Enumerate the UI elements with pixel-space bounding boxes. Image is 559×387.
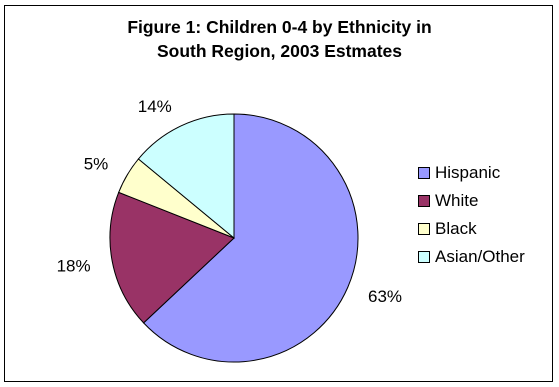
pie-labels: 63% 18% 5% 14% <box>57 97 402 306</box>
pie-label-black: 5% <box>84 155 109 174</box>
pie-chart: 63% 18% 5% 14% <box>57 97 402 363</box>
pie-slice-asian-other <box>137 113 235 240</box>
legend-label: Black <box>435 219 477 238</box>
pie-slice-hispanic <box>142 113 359 363</box>
legend-item-asian-other: Asian/Other <box>418 243 525 271</box>
legend-item-black: Black <box>418 215 525 243</box>
chart-title-line-1: Figure 1: Children 0-4 by Ethnicity in <box>127 17 432 37</box>
legend-swatch <box>418 251 430 263</box>
legend-item-hispanic: Hispanic <box>418 159 525 187</box>
legend-label: Asian/Other <box>435 247 525 266</box>
legend-label: Hispanic <box>435 163 501 182</box>
legend-swatch <box>418 223 430 235</box>
chart-title-line-2: South Region, 2003 Estmates <box>156 41 403 61</box>
legend: Hispanic White Black Asian/Other <box>418 159 525 271</box>
pie-label-asian-other: 14% <box>138 97 172 116</box>
pie-label-hispanic: 63% <box>368 287 402 306</box>
pie-slice-white <box>109 191 235 324</box>
pie-slices <box>109 113 359 363</box>
pie-label-white: 18% <box>57 256 91 275</box>
chart-frame: Figure 1: Children 0-4 by Ethnicity in S… <box>4 5 553 382</box>
legend-swatch <box>418 195 430 207</box>
chart-title: Figure 1: Children 0-4 by Ethnicity in S… <box>5 15 554 63</box>
legend-label: White <box>435 191 479 210</box>
legend-item-white: White <box>418 187 525 215</box>
legend-swatch <box>418 167 430 179</box>
